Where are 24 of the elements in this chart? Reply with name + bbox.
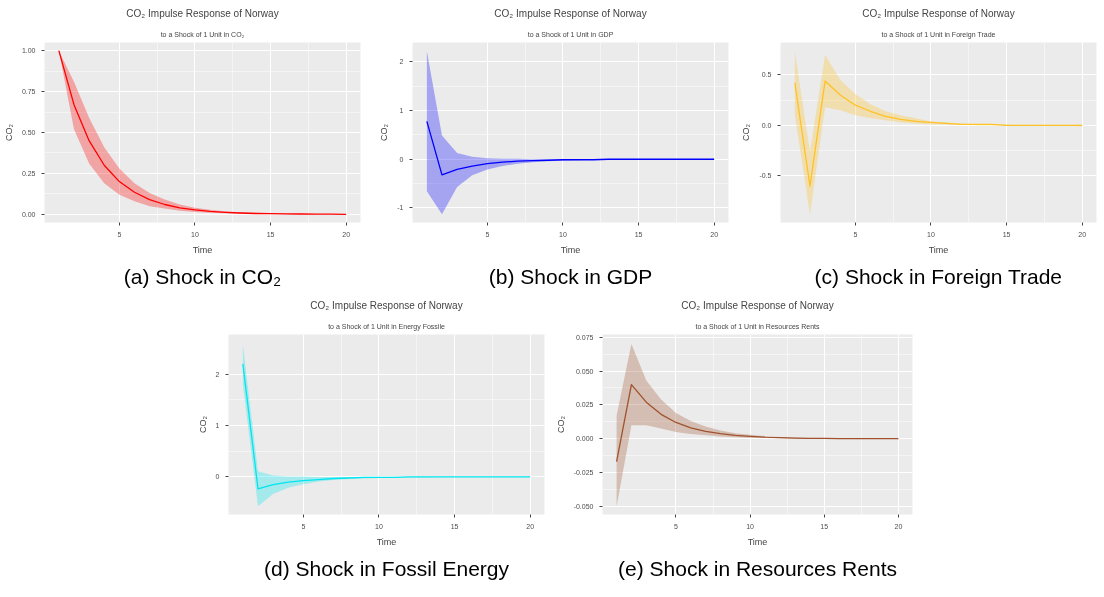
x-axis-title: Time bbox=[560, 244, 581, 255]
line-series bbox=[615, 383, 900, 463]
line-series bbox=[426, 120, 715, 176]
x-axis-title: Time bbox=[192, 244, 213, 255]
chart-title: CO₂ Impulse Response of Norway bbox=[310, 299, 463, 311]
chart-title: CO₂ Impulse Response of Norway bbox=[126, 7, 279, 19]
text: (b) Shock in GDP bbox=[488, 264, 653, 288]
y-axis-title: CO₂ bbox=[555, 415, 566, 433]
x-axis-title: Time bbox=[928, 244, 949, 255]
text: (c) Shock in Foreign Trade bbox=[814, 264, 1063, 288]
x-axis-title: Time bbox=[747, 536, 768, 547]
text: (e) Shock in Resources Rents bbox=[618, 556, 897, 580]
y-axis-title: CO₂ bbox=[3, 123, 14, 141]
text: (a) Shock in CO₂ bbox=[123, 264, 282, 288]
line-series bbox=[242, 363, 531, 490]
chart-title: CO₂ Impulse Response of Norway bbox=[681, 299, 834, 311]
y-axis-title: CO₂ bbox=[379, 123, 390, 141]
chart-title: CO₂ Impulse Response of Norway bbox=[494, 7, 647, 19]
y-axis-title: CO₂ bbox=[741, 123, 752, 141]
y-axis-title: CO₂ bbox=[197, 415, 208, 433]
x-axis-title: Time bbox=[376, 536, 397, 547]
chart-title: CO₂ Impulse Response of Norway bbox=[862, 7, 1015, 19]
text: (d) Shock in Fossil Energy bbox=[263, 556, 510, 580]
line-series bbox=[794, 80, 1083, 187]
